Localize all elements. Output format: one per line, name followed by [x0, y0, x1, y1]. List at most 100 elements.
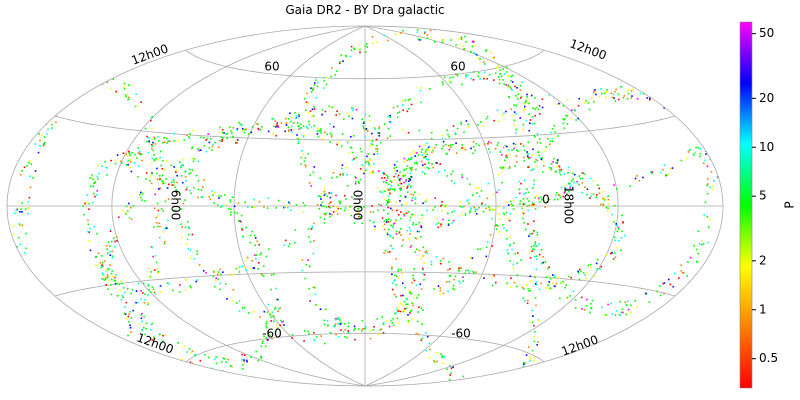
point	[106, 274, 109, 276]
point	[380, 204, 383, 207]
point	[707, 241, 709, 244]
point	[499, 166, 502, 169]
point	[246, 206, 249, 208]
point	[184, 170, 186, 173]
point	[92, 178, 94, 181]
point	[164, 168, 166, 171]
point	[404, 308, 406, 310]
point	[390, 207, 392, 210]
point	[387, 212, 389, 215]
point	[572, 172, 574, 175]
point	[127, 98, 129, 101]
point	[342, 118, 345, 120]
point	[562, 118, 564, 120]
point	[242, 128, 244, 130]
point	[381, 177, 383, 179]
point	[109, 254, 112, 256]
point	[528, 157, 530, 160]
point	[535, 255, 538, 257]
point	[636, 175, 638, 177]
point	[496, 392, 498, 394]
point	[238, 220, 240, 222]
point	[465, 120, 468, 122]
point	[189, 249, 192, 251]
point	[89, 227, 91, 230]
point	[18, 223, 21, 225]
point	[89, 185, 92, 187]
point	[628, 89, 630, 91]
point	[202, 186, 204, 188]
point	[596, 269, 598, 271]
point	[327, 324, 329, 327]
point	[529, 280, 532, 282]
point	[273, 308, 276, 310]
point	[532, 148, 534, 151]
point	[459, 205, 462, 208]
point	[401, 304, 404, 307]
point	[408, 290, 411, 292]
point	[718, 125, 721, 127]
point	[383, 177, 386, 179]
point	[392, 236, 394, 239]
point	[443, 76, 446, 79]
point	[524, 192, 527, 195]
point	[231, 135, 234, 138]
point	[218, 197, 220, 199]
point	[513, 381, 516, 384]
point	[422, 164, 424, 167]
point	[483, 143, 486, 146]
point	[706, 178, 709, 180]
point	[404, 195, 407, 198]
point	[442, 140, 445, 143]
point	[109, 264, 111, 266]
point	[525, 354, 528, 356]
point	[421, 148, 423, 151]
point	[283, 324, 285, 326]
point	[197, 188, 200, 191]
point	[128, 313, 130, 315]
point	[339, 173, 342, 176]
point	[339, 61, 341, 63]
point	[97, 164, 99, 167]
point	[581, 191, 583, 194]
point	[429, 87, 431, 90]
point	[534, 283, 537, 285]
point	[236, 129, 238, 131]
point	[162, 340, 164, 342]
point	[364, 51, 367, 53]
point	[364, 128, 366, 131]
point	[489, 394, 491, 396]
point	[518, 374, 521, 377]
point	[315, 79, 317, 81]
point	[312, 115, 315, 117]
point	[388, 228, 390, 231]
point	[25, 287, 27, 289]
point	[88, 240, 90, 242]
point	[234, 139, 237, 142]
point	[135, 301, 137, 304]
point	[346, 173, 348, 176]
point	[390, 319, 393, 322]
point	[507, 204, 510, 206]
point	[357, 181, 360, 183]
point	[147, 283, 149, 286]
point	[303, 97, 306, 100]
point	[399, 302, 402, 305]
point	[388, 220, 390, 223]
point	[290, 120, 292, 123]
point	[388, 198, 390, 201]
point	[162, 231, 165, 233]
point	[413, 279, 416, 282]
point	[213, 271, 215, 273]
point	[35, 321, 37, 323]
point	[160, 208, 163, 210]
point	[502, 166, 505, 169]
point	[114, 159, 116, 162]
point	[379, 190, 382, 193]
point	[538, 288, 541, 291]
point	[490, 387, 492, 389]
point	[113, 275, 115, 278]
grid-label: 0	[542, 193, 550, 207]
point	[287, 206, 289, 209]
point	[275, 207, 277, 209]
